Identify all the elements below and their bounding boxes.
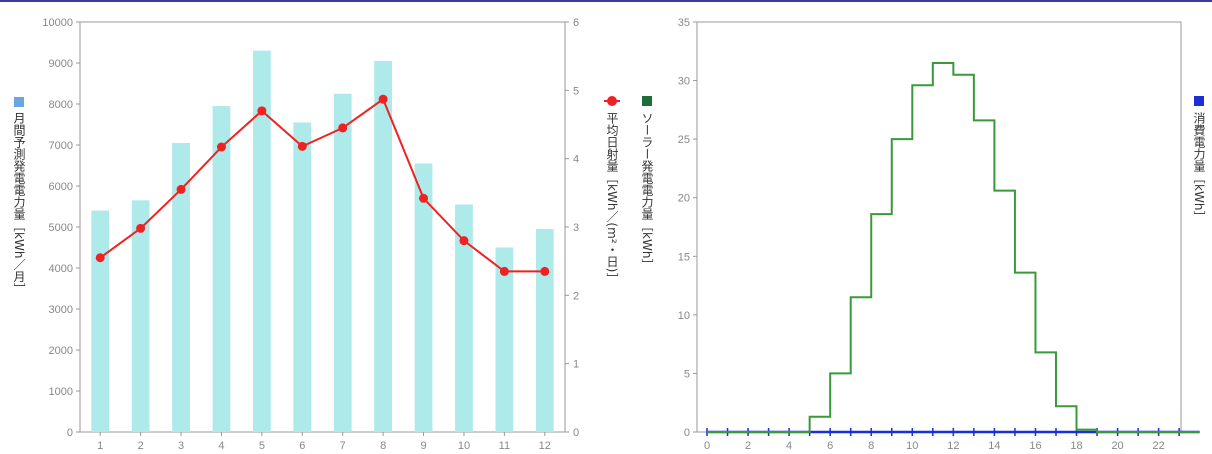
hour-tick-label: 20 bbox=[1111, 440, 1123, 452]
solar-series-marker bbox=[642, 96, 652, 106]
right-y-tick-label: 6 bbox=[573, 17, 579, 29]
monthly-yield-bar bbox=[414, 163, 433, 432]
irradiance-point bbox=[176, 184, 186, 194]
line-series-marker-dot bbox=[607, 96, 617, 106]
monthly-yield-bar bbox=[131, 200, 150, 432]
hour-tick-label: 22 bbox=[1153, 440, 1165, 452]
right-y-tick-label: 4 bbox=[573, 154, 579, 166]
right-y-tick-label: 1 bbox=[573, 359, 579, 371]
irradiance-point bbox=[257, 106, 267, 116]
month-tick-label: 5 bbox=[259, 440, 265, 452]
irradiance-axis-title: 平均日射量［kWh／(m²・日)］ bbox=[605, 112, 619, 284]
monthly-chart: 0100020003000400050006000700080009000100… bbox=[42, 17, 579, 452]
irradiance-point bbox=[419, 193, 429, 203]
irradiance-polyline bbox=[99, 97, 545, 273]
irradiance-point bbox=[378, 94, 388, 104]
month-tick-label: 4 bbox=[218, 440, 224, 452]
hourly-y-tick-label: 35 bbox=[678, 17, 690, 29]
consumption-axis-title: 消費電力量［kWh］ bbox=[1192, 112, 1206, 223]
hour-tick-label: 0 bbox=[704, 440, 710, 452]
left-y-tick-label: 0 bbox=[67, 427, 73, 439]
right-y-tick-label: 0 bbox=[573, 427, 579, 439]
monthly-axis-ticks: 0100020003000400050006000700080009000100… bbox=[42, 17, 579, 452]
monthly-yield-bar bbox=[535, 229, 554, 432]
left-y-tick-label: 1000 bbox=[49, 386, 73, 398]
irradiance-point bbox=[499, 266, 509, 276]
left-y-tick-label: 5000 bbox=[49, 222, 73, 234]
left-y-tick-label: 8000 bbox=[49, 99, 73, 111]
hour-tick-label: 10 bbox=[906, 440, 918, 452]
month-tick-label: 9 bbox=[420, 440, 426, 452]
left-y-tick-label: 4000 bbox=[49, 263, 73, 275]
hour-tick-label: 8 bbox=[868, 440, 874, 452]
hour-tick-label: 18 bbox=[1070, 440, 1082, 452]
monthly-plot-frame bbox=[79, 21, 566, 433]
irradiance-point bbox=[136, 223, 146, 233]
left-y-tick-label: 3000 bbox=[49, 304, 73, 316]
monthly-bars bbox=[91, 50, 554, 433]
month-tick-label: 11 bbox=[499, 440, 510, 452]
irradiance-point bbox=[338, 123, 348, 133]
month-tick-label: 7 bbox=[340, 440, 346, 452]
left-y-tick-label: 9000 bbox=[49, 58, 73, 70]
monthly-yield-bar bbox=[293, 122, 312, 432]
solar-step-line bbox=[707, 62, 1200, 433]
hourly-series bbox=[706, 62, 1200, 436]
hourly-chart: 0 5 10 15 20 25 30 35 0 2 4 6 8 10 12 14 16 18 20 22 bbox=[678, 17, 1200, 452]
right-y-tick-label: 5 bbox=[573, 85, 579, 97]
hourly-y-tick-label: 0 bbox=[684, 427, 690, 439]
solar-generation-axis-title: ソーラー発電電力量［kWh］ bbox=[640, 112, 654, 270]
month-tick-label: 8 bbox=[380, 440, 386, 452]
month-tick-label: 1 bbox=[97, 440, 103, 452]
monthly-yield-bar bbox=[252, 50, 271, 432]
monthly-yield-bar bbox=[333, 93, 352, 432]
month-tick-label: 6 bbox=[299, 440, 305, 452]
irradiance-line bbox=[95, 94, 550, 276]
consumption-axis-label: 消費電力量［kWh］ bbox=[1192, 96, 1206, 222]
right-y-tick-label: 3 bbox=[573, 222, 579, 234]
hour-tick-label: 12 bbox=[947, 440, 959, 452]
hour-tick-label: 16 bbox=[1029, 440, 1041, 452]
consumption-series-marker bbox=[1194, 96, 1204, 106]
hour-tick-label: 14 bbox=[988, 440, 1000, 452]
hour-tick-label: 6 bbox=[827, 440, 833, 452]
irradiance-point bbox=[216, 142, 226, 152]
left-y-tick-label: 10000 bbox=[42, 17, 73, 29]
irradiance-point bbox=[297, 141, 307, 151]
hourly-y-tick-label: 10 bbox=[678, 310, 690, 322]
month-tick-label: 3 bbox=[178, 440, 184, 452]
monthly-left-axis-label: 月間予測発電電力量［kWh／月］ bbox=[12, 97, 26, 294]
solar-axis-label: ソーラー発電電力量［kWh］ bbox=[640, 96, 654, 270]
hourly-y-tick-label: 20 bbox=[678, 193, 690, 205]
monthly-yield-bar bbox=[172, 142, 190, 432]
monthly-yield-bar bbox=[495, 247, 514, 432]
irradiance-point bbox=[459, 236, 469, 246]
top-divider bbox=[0, 0, 1212, 2]
month-tick-label: 10 bbox=[458, 440, 470, 452]
left-y-tick-label: 7000 bbox=[49, 140, 73, 152]
hourly-y-tick-label: 5 bbox=[684, 368, 690, 380]
monthly-right-axis-label: 平均日射量［kWh／(m²・日)］ bbox=[604, 96, 620, 284]
hourly-y-tick-label: 15 bbox=[678, 251, 690, 263]
irradiance-point bbox=[540, 266, 550, 276]
hourly-plot-frame bbox=[696, 21, 1182, 433]
hourly-y-tick-label: 30 bbox=[678, 76, 690, 88]
bar-series-marker bbox=[14, 97, 24, 107]
hourly-y-tick-label: 25 bbox=[678, 134, 690, 146]
month-tick-label: 12 bbox=[539, 440, 551, 452]
month-tick-label: 2 bbox=[138, 440, 144, 452]
monthly-yield-bar bbox=[374, 60, 393, 432]
monthly-yield-bar bbox=[455, 204, 473, 432]
irradiance-point bbox=[95, 253, 105, 263]
right-y-tick-label: 2 bbox=[573, 290, 579, 302]
left-y-tick-label: 2000 bbox=[49, 345, 73, 357]
hourly-axis-ticks: 0 5 10 15 20 25 30 35 0 2 4 6 8 10 12 14 16 18 20 22 bbox=[678, 17, 1180, 452]
monthly-yield-bar bbox=[91, 210, 110, 432]
monthly-yield-axis-title: 月間予測発電電力量［kWh／月］ bbox=[12, 112, 26, 294]
left-y-tick-label: 6000 bbox=[49, 181, 73, 193]
hour-tick-label: 2 bbox=[745, 440, 751, 452]
hour-tick-label: 4 bbox=[786, 440, 792, 452]
monthly-yield-bar bbox=[212, 106, 231, 433]
